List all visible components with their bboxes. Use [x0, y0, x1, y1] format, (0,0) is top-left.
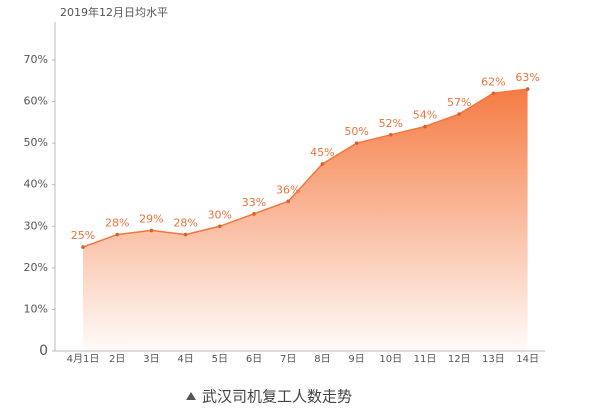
line [82, 88, 528, 248]
point [423, 124, 427, 129]
x-tick-label: 8日 [314, 354, 330, 365]
value-label: 45% [310, 146, 334, 159]
point [491, 91, 496, 96]
value-label: 28% [105, 217, 129, 230]
y-tick-label: 40% [24, 178, 48, 191]
y-tick-label: 30% [24, 219, 48, 232]
x-tick-label: 9日 [348, 354, 364, 365]
value-label: 50% [344, 125, 368, 138]
x-tick-label: 4日 [177, 354, 193, 365]
value-label: 36% [276, 183, 300, 196]
point [218, 224, 222, 229]
y-tick-label: 50% [24, 136, 48, 149]
point [286, 199, 291, 204]
x-tick-label: 5日 [212, 354, 228, 365]
x-tick-label: 10日 [379, 354, 402, 365]
y-tick-label: 10% [24, 302, 48, 315]
value-label: 25% [71, 229, 95, 242]
x-tick-label: 13日 [482, 354, 505, 365]
value-label: 57% [447, 96, 471, 109]
x-tick-label: 11日 [414, 354, 437, 365]
value-label: 52% [379, 117, 403, 130]
y-tick-label: 20% [24, 261, 48, 274]
caption: 武汉司机复工人数走势 [202, 388, 352, 406]
point [320, 162, 325, 166]
value-label: 29% [139, 212, 163, 225]
value-label: 28% [173, 217, 197, 230]
x-tick-label: 3日 [143, 354, 159, 365]
value-label: 30% [208, 208, 232, 221]
x-tick-label: 4月1日 [67, 353, 100, 365]
x-tick-label: 7日 [280, 354, 296, 365]
x-tick-label: 2日 [109, 354, 125, 365]
x-tick-label: 14日 [516, 354, 539, 365]
y-tick-label: 70% [24, 53, 48, 66]
point [149, 228, 154, 233]
caption-icon [186, 392, 196, 400]
point [525, 87, 530, 91]
value-label: 54% [413, 109, 437, 122]
y-tick-label: 0 [39, 343, 48, 359]
point [252, 212, 256, 216]
point [183, 232, 188, 237]
x-tick-label: 12日 [448, 354, 471, 365]
point [354, 141, 359, 145]
area [83, 89, 528, 351]
value-label: 63% [515, 71, 539, 84]
x-tick-label: 6日 [246, 354, 262, 365]
value-label: 33% [242, 196, 266, 209]
y-tick-label: 60% [24, 95, 48, 108]
y-axis-title: 2019年12月日均水平 [60, 5, 168, 19]
point [81, 245, 85, 249]
point [389, 133, 393, 137]
point [115, 232, 119, 237]
value-label: 62% [481, 75, 505, 88]
point [457, 112, 462, 116]
